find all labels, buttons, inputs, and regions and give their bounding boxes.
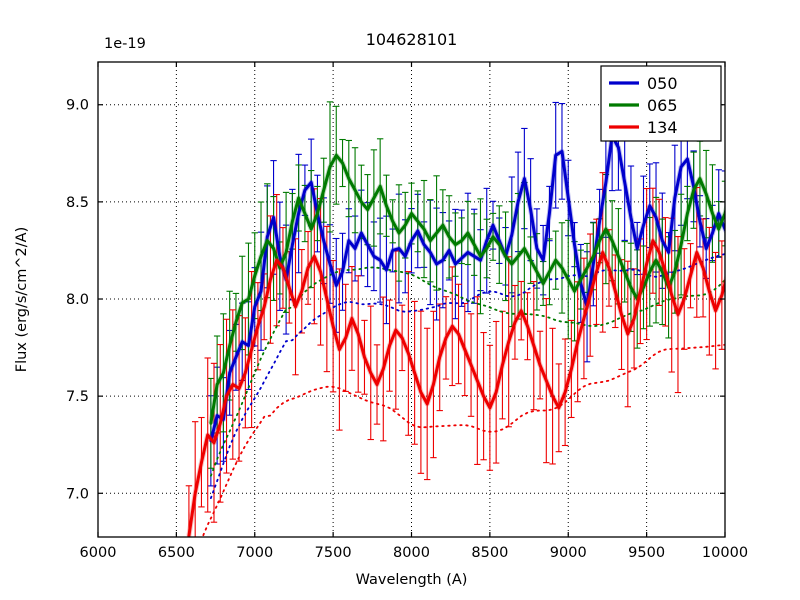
- x-tick-label: 6500: [158, 545, 195, 561]
- y-tick-label: 7.0: [66, 486, 89, 502]
- legend-label-050[interactable]: 050: [647, 74, 678, 93]
- x-tick-label: 8000: [393, 545, 430, 561]
- series-layer: [186, 133, 725, 537]
- x-tick-label: 9500: [628, 545, 665, 561]
- y-tick-label: 7.5: [66, 389, 89, 405]
- y-tick-label: 8.0: [66, 292, 89, 308]
- x-tick-label: 7500: [315, 545, 352, 561]
- axis-ticks: 6000 6500 7000 7500 8000 8500 9000 9500 10000 7.0…: [66, 62, 748, 561]
- x-axis-label: Wavelength (A): [356, 572, 468, 588]
- envelope-layer: [201, 253, 725, 537]
- legend-label-134[interactable]: 134: [647, 118, 678, 137]
- legend[interactable]: 050 065 134: [600, 65, 722, 142]
- y-tick-label: 8.5: [66, 195, 89, 211]
- y-axis-label: Flux (erg/s/cm^2/A): [14, 227, 30, 373]
- x-tick-label: 10000: [702, 545, 748, 561]
- y-tick-label: 9.0: [66, 98, 89, 114]
- x-tick-label: 9000: [550, 545, 587, 561]
- y-axis-offset-text: 1e-19: [104, 36, 146, 52]
- page-title: 104628101: [366, 30, 458, 49]
- legend-label-065[interactable]: 065: [647, 96, 678, 115]
- gridlines: [98, 62, 725, 537]
- x-tick-label: 8500: [471, 545, 508, 561]
- x-tick-label: 6000: [80, 545, 117, 561]
- x-tick-label: 7000: [236, 545, 273, 561]
